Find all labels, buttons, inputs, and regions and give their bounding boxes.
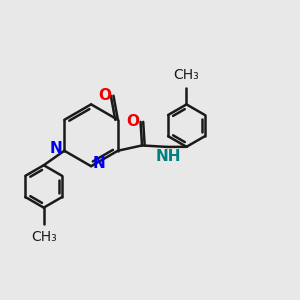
Text: O: O [99,88,112,103]
Text: CH₃: CH₃ [174,68,200,82]
Text: NH: NH [156,149,181,164]
Text: N: N [50,141,62,156]
Text: O: O [126,114,139,129]
Text: CH₃: CH₃ [31,230,57,244]
Text: N: N [93,156,106,171]
